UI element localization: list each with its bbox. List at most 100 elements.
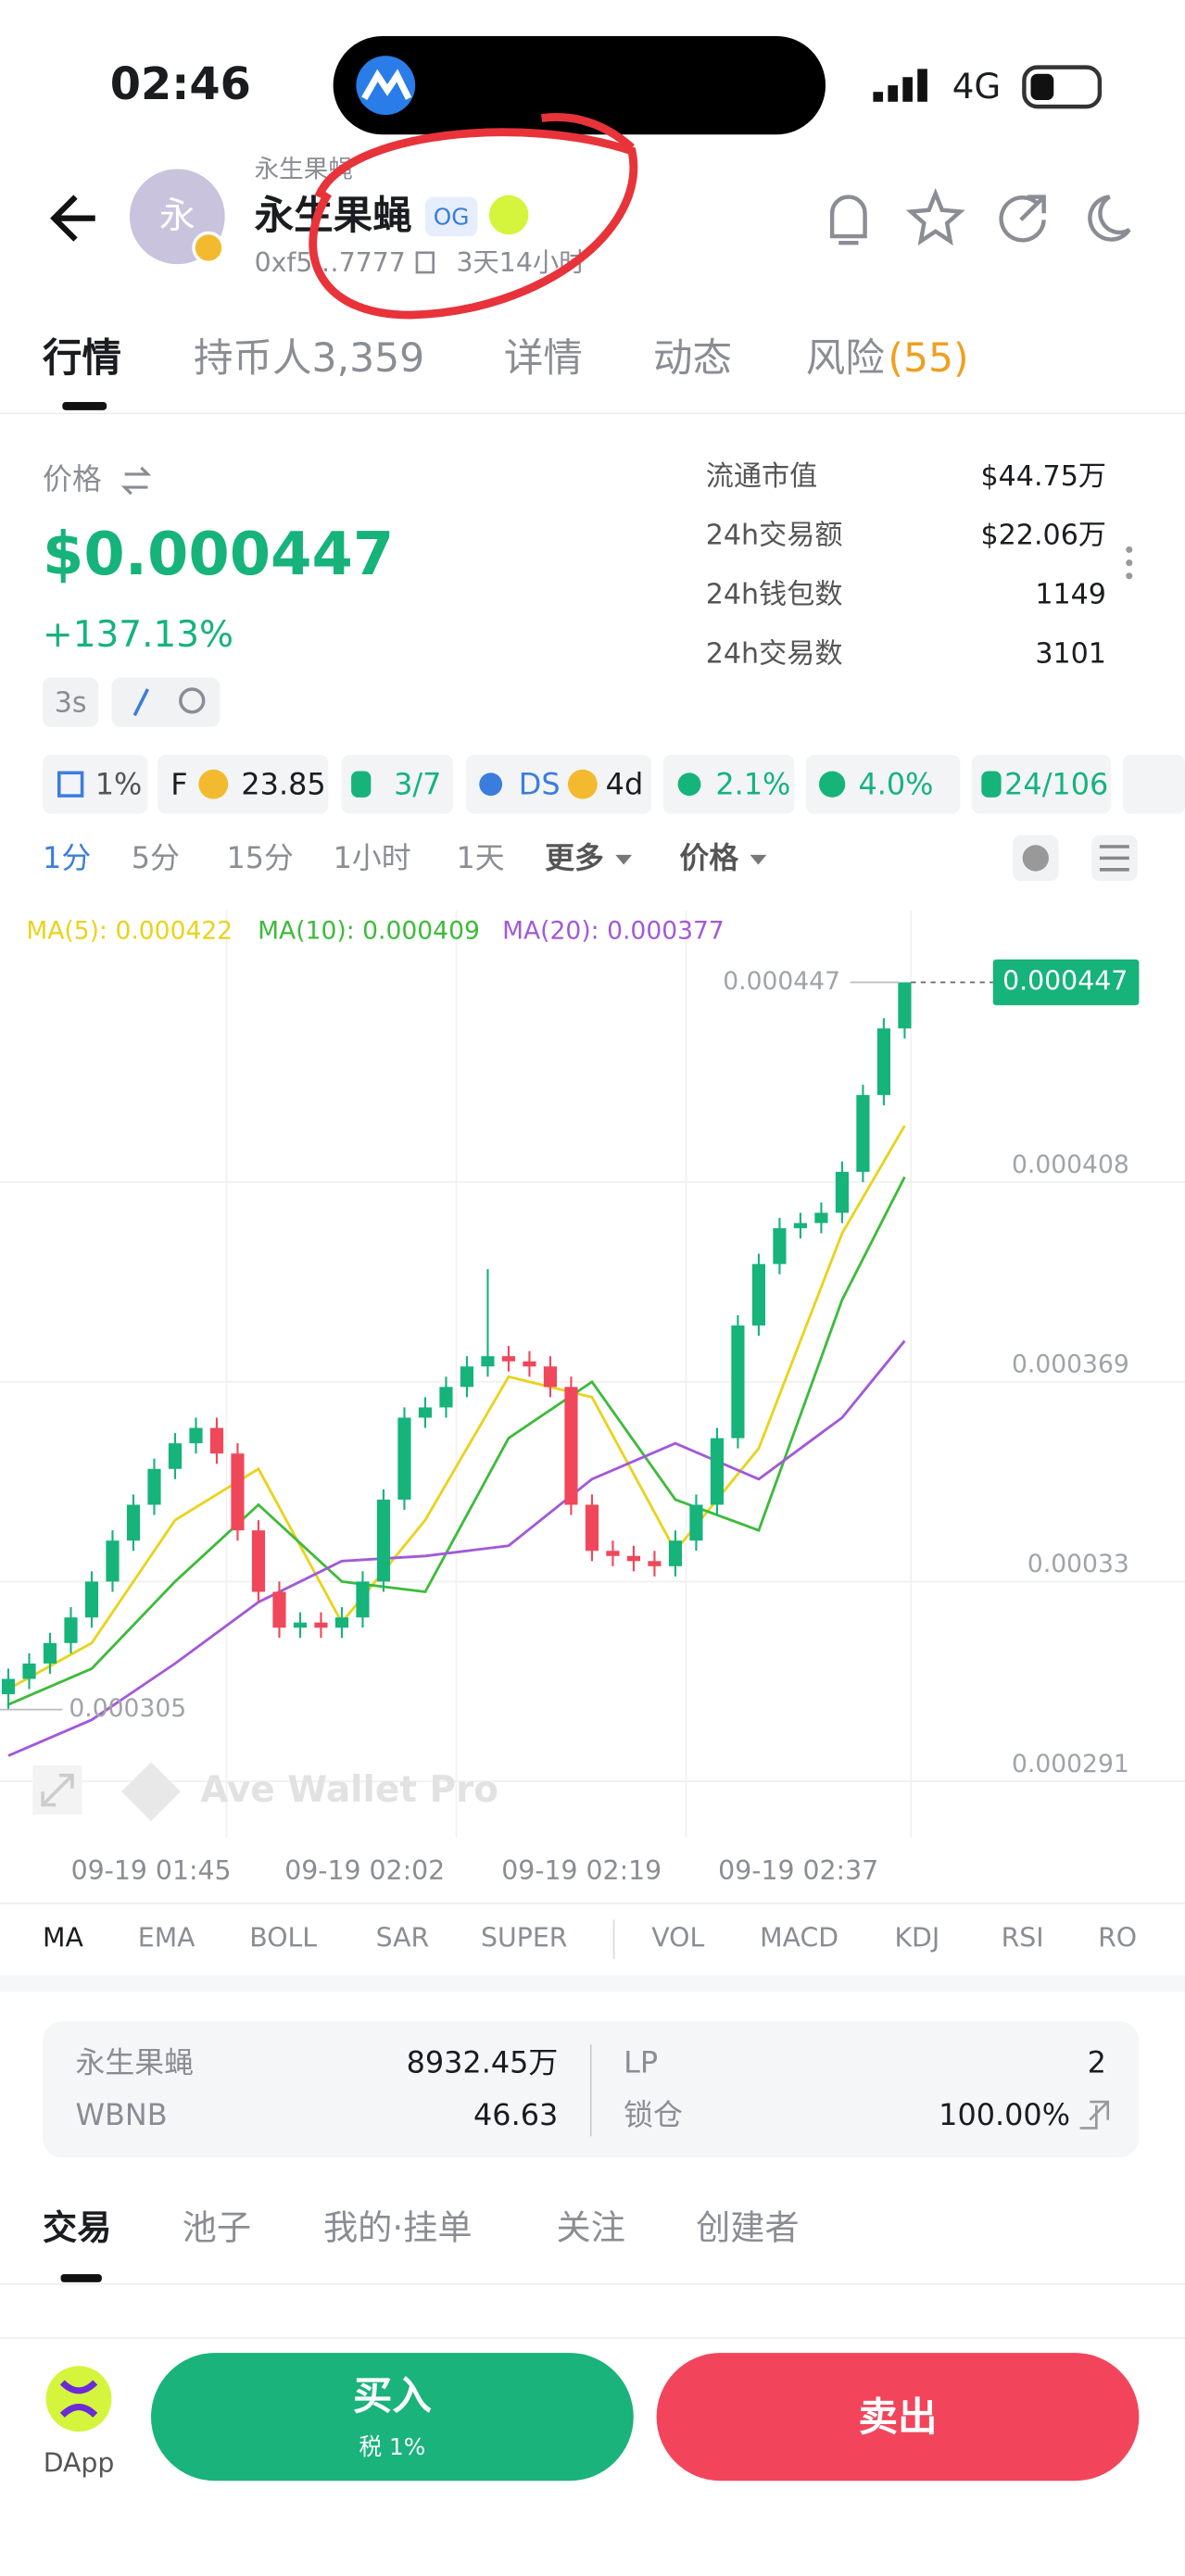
timeframe[interactable]: 更多 [545,840,604,875]
buy-label: 买入 [353,2374,432,2419]
indicator[interactable]: MA [43,1923,83,1954]
candle-body [189,1427,203,1444]
stat-value: $44.75万 [980,460,1105,493]
address[interactable]: 0xf5…7777 [255,247,406,278]
indicator[interactable]: MACD [760,1923,838,1954]
candle-body [606,1551,620,1556]
pool-token: 永生果蝇 [75,2044,194,2080]
indicator[interactable]: KDJ [894,1923,939,1954]
external-link[interactable] [1079,2100,1110,2130]
trade-tab[interactable]: 创建者 [696,2207,800,2248]
battery [1022,65,1103,109]
chip-backgrounds [43,754,1185,814]
swap-icon[interactable] [120,466,152,496]
timeframe[interactable]: 1天 [456,840,504,875]
annotation-circle [309,128,638,320]
candle-body [501,1356,516,1362]
chip[interactable]: 1% [95,766,143,801]
network: 4G [952,66,1001,107]
sell-button[interactable] [656,2353,1140,2482]
ds-icon [479,773,503,797]
timeframe[interactable]: 5分 [132,840,180,875]
timeframe[interactable]: 1分 [43,840,91,875]
price-label: 价格 [43,461,102,496]
price-value: $0.000447 [43,521,394,589]
candle-body [356,1581,370,1618]
candle-body [314,1622,328,1628]
chip[interactable]: 2.1% [715,766,790,801]
indicator[interactable]: EMA [138,1923,195,1954]
section-gap [0,1975,1185,1992]
favorite-button[interactable] [905,188,965,246]
shape: 交易 池子 我的·挂单 关注 创建者 [43,2207,800,2248]
tax-label: 税 1% [359,2433,425,2460]
shape [873,92,884,102]
chip[interactable]: 24/106 [1004,766,1108,801]
chip[interactable]: 3/7 [394,766,441,801]
chip[interactable]: 4d [606,766,644,801]
shape [829,188,1131,246]
ma-line [7,1125,906,1690]
indicator[interactable]: SUPER [481,1923,567,1954]
shape [662,754,795,814]
chart-mode[interactable]: 价格 [679,840,739,875]
indicator[interactable]: RO [1098,1923,1137,1954]
bnb-icon [567,769,598,799]
trade-tab[interactable]: 池子 [183,2207,251,2248]
tab[interactable]: 行情 [43,336,121,382]
timeframe[interactable]: 1小时 [334,840,411,875]
shape [902,77,913,102]
share-button[interactable] [999,195,1046,243]
ma-legend: MA(10): 0.000409 [258,917,480,946]
timeframe[interactable]: 15分 [226,840,293,875]
candle-body [564,1387,578,1505]
trade-tab[interactable]: 我的·挂单 [323,2207,473,2248]
candle-body [731,1325,745,1439]
candle-body [835,1172,849,1213]
shape [1126,572,1133,580]
chip[interactable]: 4.0% [858,766,933,801]
search-icon [179,687,206,714]
tab-indicator [62,401,107,410]
candle-body [64,1617,78,1643]
buy-button[interactable] [150,2353,634,2482]
indicator[interactable]: BOLL [249,1923,317,1954]
ma-legend: MA(5): 0.000422 [26,917,233,946]
chip[interactable]: 23.85 [241,766,325,801]
candle-body [523,1361,536,1367]
dropdown-arrows [615,854,767,865]
lock-value: 100.00% [939,2097,1070,2132]
indicator[interactable]: RSI [1002,1923,1044,1954]
dapp-icon[interactable] [45,2366,112,2432]
more-menu[interactable] [1126,546,1133,580]
candle-body [689,1504,703,1541]
copy-icon[interactable] [415,251,435,274]
annotation-stroke [541,113,635,151]
alert-button[interactable] [829,195,867,245]
dapp-label[interactable]: DApp [44,2448,115,2479]
chip[interactable]: F [170,766,187,801]
candle-body [209,1427,224,1454]
candle-body [481,1356,495,1367]
token-name: 永生果蝇 [255,194,412,239]
indicator[interactable]: SAR [376,1923,430,1954]
watermark-logo [121,1762,181,1822]
theme-button[interactable] [1088,195,1131,242]
interval-chip[interactable] [43,677,99,727]
stat-value: $22.06万 [980,520,1105,552]
candle-body [334,1617,349,1628]
shape [158,754,329,814]
tab[interactable]: 风险 [806,336,885,382]
trade-tab[interactable]: 关注 [557,2207,625,2248]
indicator[interactable]: VOL [651,1923,704,1954]
tab[interactable]: 详情 [504,336,583,382]
trade-tab[interactable]: 交易 [43,2207,111,2248]
candle-body [397,1417,411,1500]
tab[interactable]: 动态 [653,336,732,382]
back-button[interactable] [50,195,95,242]
tab[interactable]: 持币人3,359 [194,336,424,382]
shape [971,754,1112,814]
chip[interactable]: DS [519,766,561,801]
ma-line [7,1339,906,1757]
